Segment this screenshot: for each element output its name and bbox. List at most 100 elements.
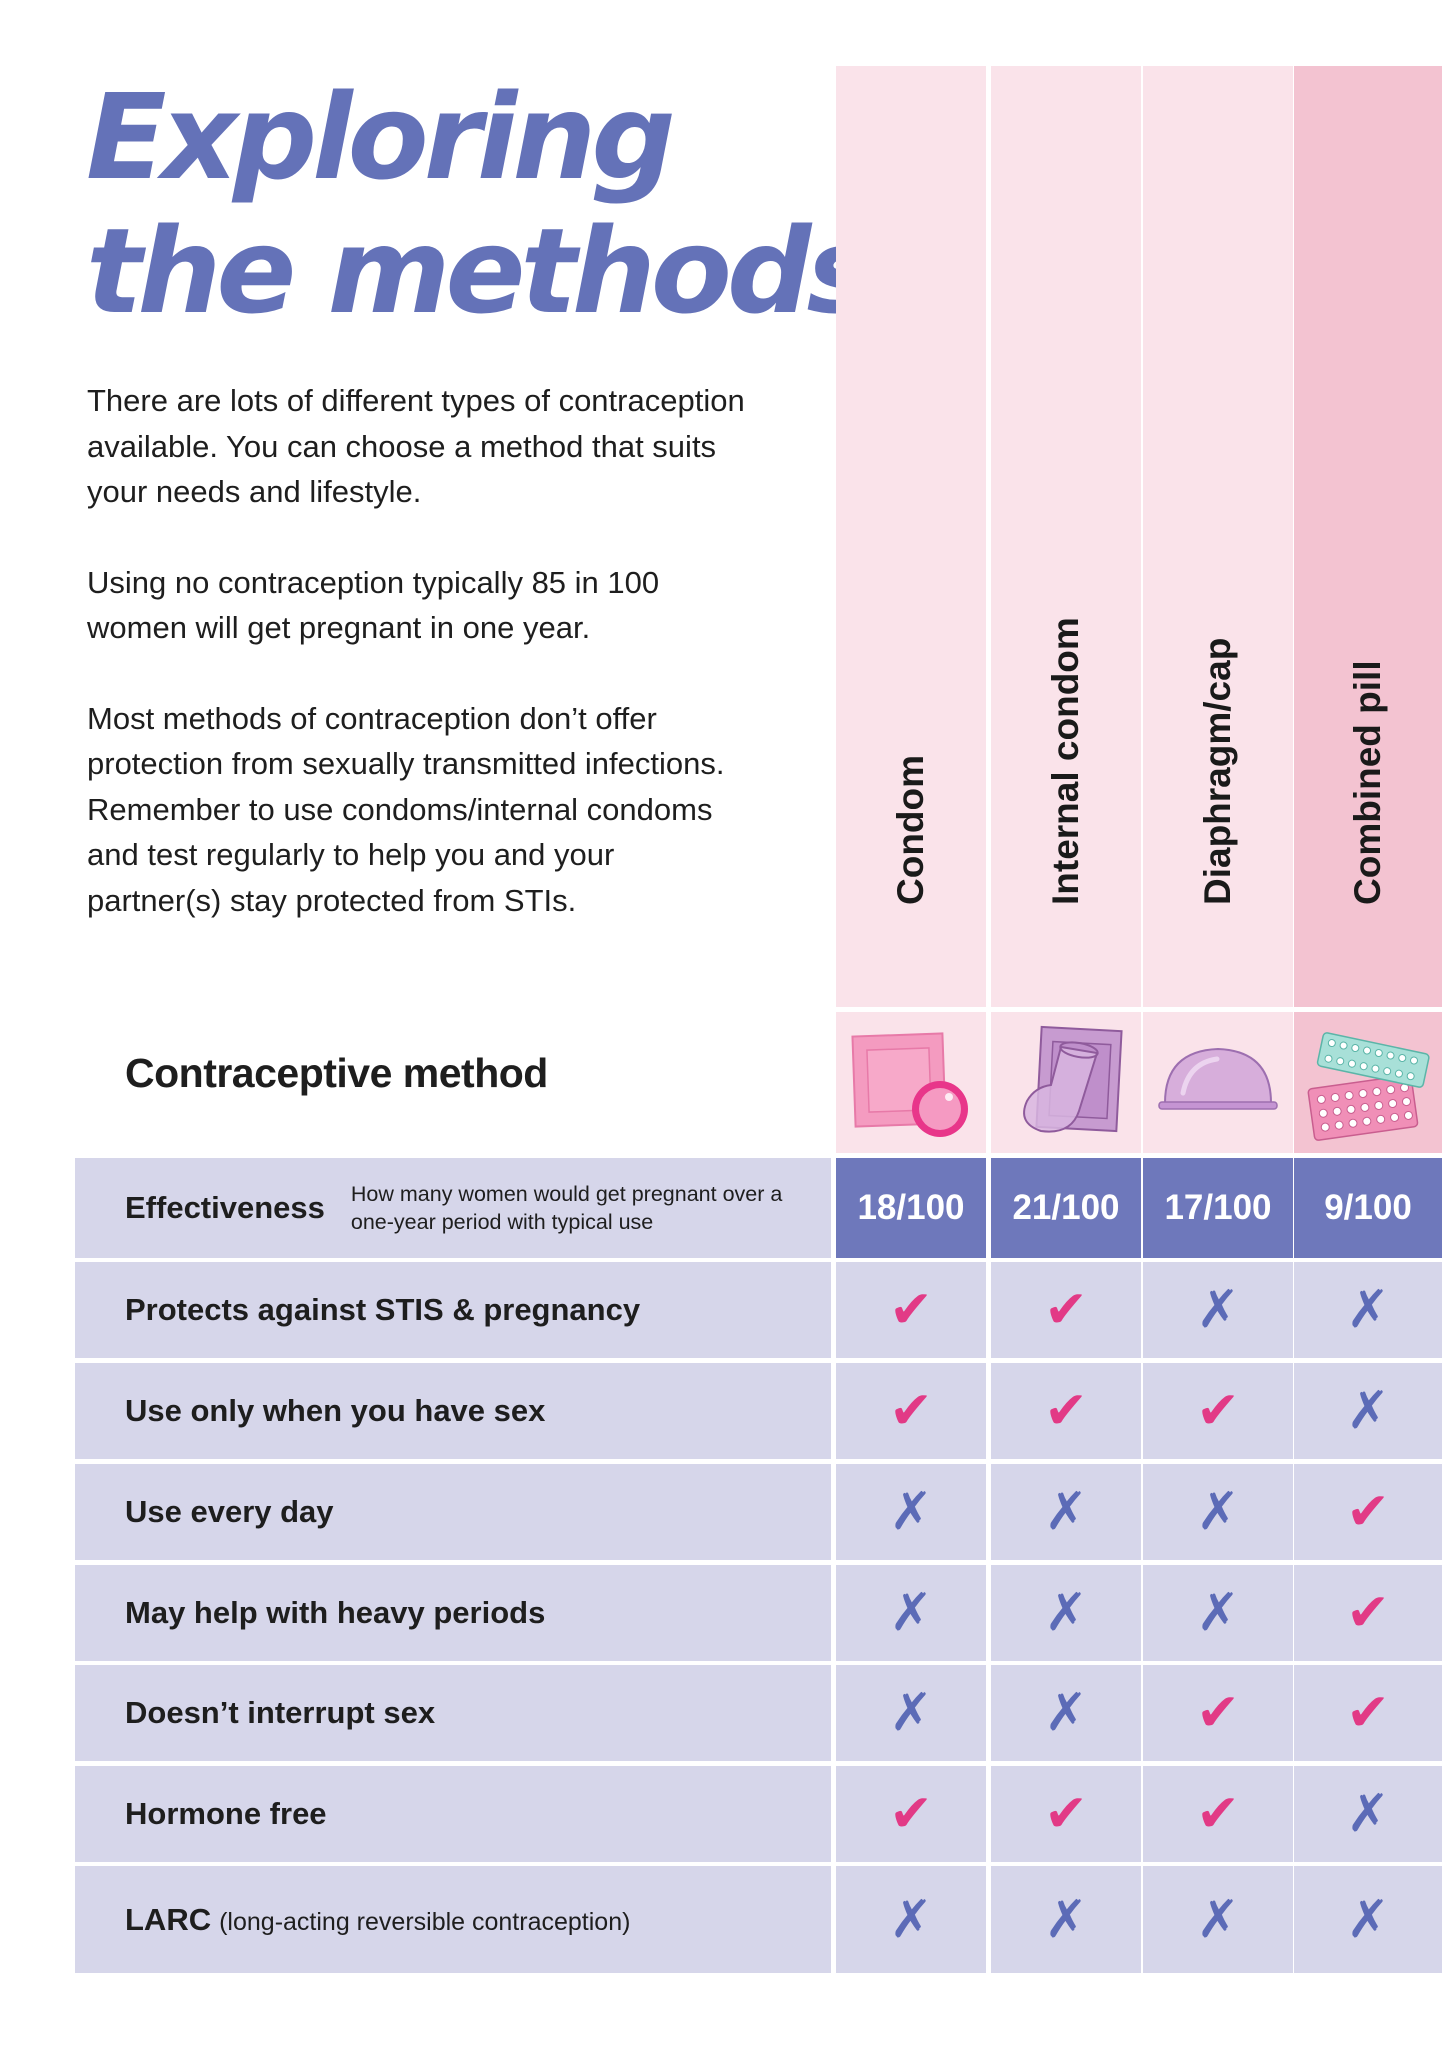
method-column-combined-pill: Combined pill: [1294, 66, 1442, 1153]
cross-icon: ✗: [1044, 1482, 1088, 1542]
cross-icon: ✗: [1346, 1381, 1390, 1441]
table-cell: ✗: [1294, 1866, 1442, 1973]
intro-paragraph: Using no contraception typically 85 in 1…: [87, 564, 660, 646]
table-row: Hormone free ✔ ✔ ✔ ✗: [75, 1766, 1442, 1862]
table-cell: ✔: [1294, 1464, 1442, 1560]
table-cell: ✗: [1143, 1262, 1293, 1358]
table-cell: ✗: [836, 1464, 986, 1560]
effectiveness-description: How many women would get pregnant over a…: [350, 1182, 783, 1234]
method-column-internal-condom: Internal condom: [991, 66, 1141, 1153]
table-cell: ✗: [1294, 1363, 1442, 1459]
check-icon: ✔: [1044, 1382, 1088, 1440]
check-icon: ✔: [1346, 1483, 1390, 1541]
table-row: Use only when you have sex ✔ ✔ ✔ ✗: [75, 1363, 1442, 1459]
cross-icon: ✗: [889, 1683, 933, 1743]
table-cell: ✔: [1294, 1565, 1442, 1661]
table-cell: ✔: [1143, 1766, 1293, 1862]
row-label-text: Hormone free: [125, 1796, 327, 1831]
cross-icon: ✗: [1044, 1683, 1088, 1743]
row-label: Doesn’t interrupt sex: [75, 1665, 831, 1761]
effectiveness-value: 17/100: [1143, 1158, 1293, 1258]
table-cell: ✗: [1143, 1565, 1293, 1661]
table-cell: ✗: [1294, 1262, 1442, 1358]
table-cell: ✗: [991, 1565, 1141, 1661]
title-line-2: the methods: [86, 202, 877, 340]
title-line-1: Exploring: [86, 68, 676, 206]
cross-icon: ✗: [1346, 1784, 1390, 1844]
effectiveness-label: Effectiveness: [125, 1190, 325, 1225]
intro-paragraph: Most methods of contraception don’t offe…: [87, 700, 725, 918]
row-label-text: LARC (long-acting reversible contraceptio…: [125, 1902, 630, 1938]
table-cell: ✗: [1143, 1464, 1293, 1560]
method-name: Diaphragm/cap: [1197, 637, 1238, 905]
check-icon: ✔: [889, 1281, 933, 1339]
check-icon: ✔: [1044, 1785, 1088, 1843]
effectiveness-row: Effectiveness How many women would get p…: [75, 1158, 1442, 1258]
intro-paragraph: There are lots of different types of con…: [87, 383, 745, 509]
method-name: Condom: [890, 754, 931, 905]
table-cell: ✔: [991, 1262, 1141, 1358]
row-label: LARC (long-acting reversible contraceptio…: [75, 1866, 831, 1973]
cross-icon: ✗: [1044, 1583, 1088, 1643]
table-cell: ✗: [836, 1565, 986, 1661]
effectiveness-value: 9/100: [1294, 1158, 1442, 1258]
table-cell: ✔: [836, 1262, 986, 1358]
method-name: Combined pill: [1347, 660, 1388, 905]
cross-icon: ✗: [1196, 1583, 1240, 1643]
table-cell: ✗: [991, 1665, 1141, 1761]
row-label-text: Use only when you have sex: [125, 1393, 546, 1428]
cross-icon: ✗: [889, 1583, 933, 1643]
cross-icon: ✗: [1196, 1482, 1240, 1542]
larc-sublabel: (long-acting reversible contraception): [219, 1907, 631, 1936]
condom-icon: [836, 1012, 986, 1153]
table-cell: ✔: [1143, 1363, 1293, 1459]
check-icon: ✔: [889, 1382, 933, 1440]
cross-icon: ✗: [1196, 1280, 1240, 1340]
cross-icon: ✗: [889, 1482, 933, 1542]
check-icon: ✔: [1196, 1785, 1240, 1843]
table-cell: ✗: [1143, 1866, 1293, 1973]
check-icon: ✔: [1196, 1382, 1240, 1440]
larc-label: LARC: [125, 1901, 212, 1937]
pill-pack-icon: [1294, 1012, 1442, 1153]
table-row: Doesn’t interrupt sex ✗ ✗ ✔ ✔: [75, 1665, 1442, 1761]
table-cell: ✗: [991, 1866, 1141, 1973]
row-label: Effectiveness How many women would get p…: [75, 1158, 831, 1258]
row-label: Use every day: [75, 1464, 831, 1560]
diaphragm-icon: [1143, 1012, 1293, 1153]
table-cell: ✗: [836, 1665, 986, 1761]
row-label-text: May help with heavy periods: [125, 1595, 546, 1630]
internal-condom-icon: [991, 1012, 1141, 1153]
table-cell: ✔: [991, 1766, 1141, 1862]
table-cell: ✔: [836, 1363, 986, 1459]
method-header: Condom: [836, 66, 986, 1007]
method-header: Combined pill: [1294, 66, 1442, 1007]
table-cell: ✗: [836, 1866, 986, 1973]
table-cell: ✗: [1294, 1766, 1442, 1862]
row-label: Use only when you have sex: [75, 1363, 831, 1459]
row-label: Hormone free: [75, 1766, 831, 1862]
row-label: May help with heavy periods: [75, 1565, 831, 1661]
table-cell: ✔: [991, 1363, 1141, 1459]
table-row: Protects against STIS & pregnancy ✔ ✔ ✗ …: [75, 1262, 1442, 1358]
check-icon: ✔: [1346, 1684, 1390, 1742]
check-icon: ✔: [889, 1785, 933, 1843]
cross-icon: ✗: [1196, 1889, 1240, 1950]
table-row: Use every day ✗ ✗ ✗ ✔: [75, 1464, 1442, 1560]
effectiveness-value: 21/100: [991, 1158, 1141, 1258]
table-cell: ✗: [991, 1464, 1141, 1560]
cross-icon: ✗: [1346, 1280, 1390, 1340]
cross-icon: ✗: [889, 1889, 933, 1950]
table-row: LARC (long-acting reversible contraceptio…: [75, 1866, 1442, 1973]
method-header: Internal condom: [991, 66, 1141, 1007]
row-label: Protects against STIS & pregnancy: [75, 1262, 831, 1358]
check-icon: ✔: [1196, 1684, 1240, 1742]
cross-icon: ✗: [1346, 1889, 1390, 1950]
method-column-condom: Condom: [836, 66, 986, 1153]
contraceptive-method-label: Contraceptive method: [125, 1050, 548, 1096]
row-label-text: Use every day: [125, 1494, 334, 1529]
intro-text: There are lots of different types of con…: [87, 378, 747, 968]
method-header: Diaphragm/cap: [1143, 66, 1293, 1007]
check-icon: ✔: [1044, 1281, 1088, 1339]
effectiveness-value: 18/100: [836, 1158, 986, 1258]
